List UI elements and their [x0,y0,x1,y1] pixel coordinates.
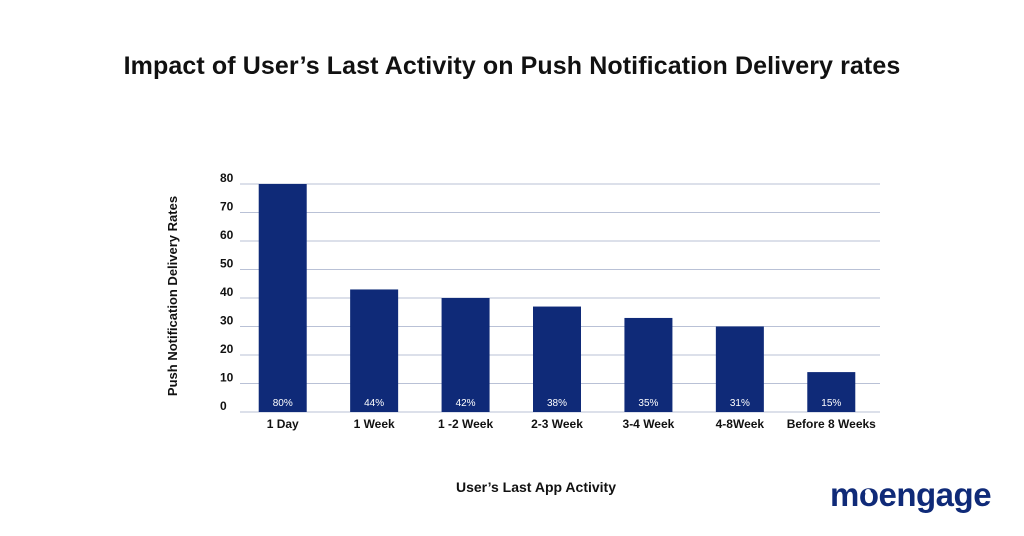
x-tick-label: 3-4 Week [623,417,675,431]
bar [715,326,764,412]
x-tick-label: Before 8 Weeks [787,417,876,431]
data-label: 42% [456,398,476,409]
moengage-logo: moengage [830,476,992,513]
x-tick-label: 1 Week [354,417,395,431]
bar [441,298,490,412]
x-tick-label: 2-3 Week [531,417,583,431]
y-tick-label: 10 [220,371,234,385]
y-tick-label: 40 [220,285,234,299]
bar [807,372,856,412]
bar [258,184,307,412]
bar [533,306,581,412]
y-tick-label: 20 [220,342,234,356]
x-tick-label: 4-8Week [716,417,765,431]
y-tick-label: 0 [220,399,227,413]
y-tick-label: 30 [220,314,234,328]
x-tick-label: 1 -2 Week [438,417,493,431]
data-label: 35% [638,398,658,409]
bar [350,289,399,412]
bar [624,317,673,412]
y-axis-label: Push Notification Delivery Rates [165,196,180,396]
data-label: 15% [821,398,841,409]
data-label: 31% [730,398,750,409]
y-tick-label: 70 [220,200,234,214]
data-label: 38% [547,398,567,409]
y-tick-label: 50 [220,257,234,271]
chart-title: Impact of User’s Last Activity on Push N… [123,52,901,80]
x-tick-label: 1 Day [267,417,299,431]
data-label: 44% [364,398,384,409]
y-tick-label: 80 [220,171,234,185]
data-label: 80% [273,398,293,409]
y-tick-label: 60 [220,228,234,242]
x-axis-label: User’s Last App Activity [456,479,616,495]
